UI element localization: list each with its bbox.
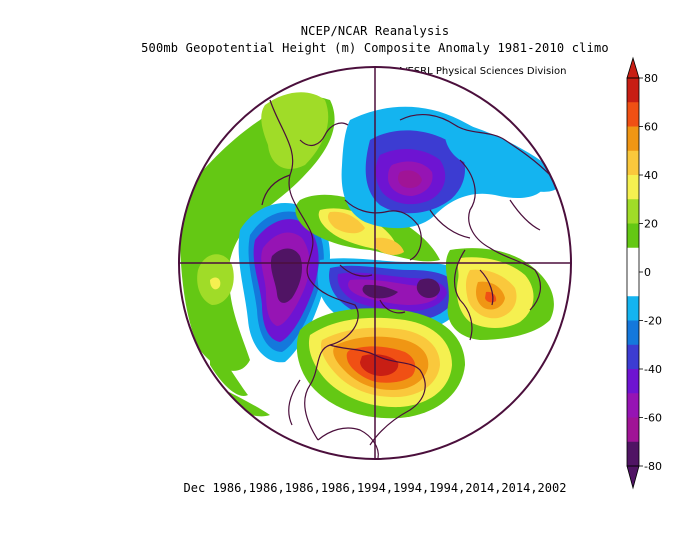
colorbar-swatch	[627, 78, 639, 103]
anomaly-region-positive-northwest	[261, 92, 329, 169]
colorbar-swatch	[627, 199, 639, 224]
colorbar-swatch	[627, 344, 639, 370]
chart-subtitle: 500mb Geopotential Height (m) Composite …	[141, 41, 609, 55]
colorbar-swatch	[627, 320, 639, 346]
colorbar-swatch	[627, 417, 639, 443]
colorbar-swatch	[627, 296, 639, 321]
colorbar-label: 0	[644, 266, 651, 279]
colorbar-label: 40	[644, 169, 658, 182]
colorbar-swatch	[627, 369, 639, 394]
credit-label: NOAA/ESRL Physical Sciences Division	[375, 66, 567, 77]
colorbar-swatch	[627, 393, 639, 418]
anomaly-region-west-spot	[210, 277, 221, 290]
colorbar-label: -80	[644, 460, 662, 473]
chart-title: NCEP/NCAR Reanalysis	[300, 24, 450, 38]
colorbar-label: 80	[644, 72, 658, 85]
colorbar-label: 60	[644, 121, 658, 134]
colorbar-swatch	[627, 175, 639, 200]
colorbar-swatch	[627, 126, 639, 152]
colorbar-swatch	[627, 150, 639, 176]
colorbar-max-arrow	[626, 56, 640, 79]
colorbar-swatch	[627, 102, 639, 127]
colorbar-swatch	[627, 272, 639, 297]
colorbar-swatch	[627, 441, 639, 467]
colorbar-label: -20	[644, 315, 662, 328]
colorbar-swatch	[627, 247, 639, 273]
colorbar-swatch	[627, 223, 639, 249]
colorbar-label: 20	[644, 218, 658, 231]
colorbar-label: -40	[644, 363, 662, 376]
composite-dates-caption: Dec 1986,1986,1986,1986,1994,1994,1994,2…	[183, 481, 567, 495]
anomaly-region-positive-southwest	[210, 340, 248, 396]
colorbar-label: -60	[644, 412, 662, 425]
coastlines	[261, 99, 551, 459]
